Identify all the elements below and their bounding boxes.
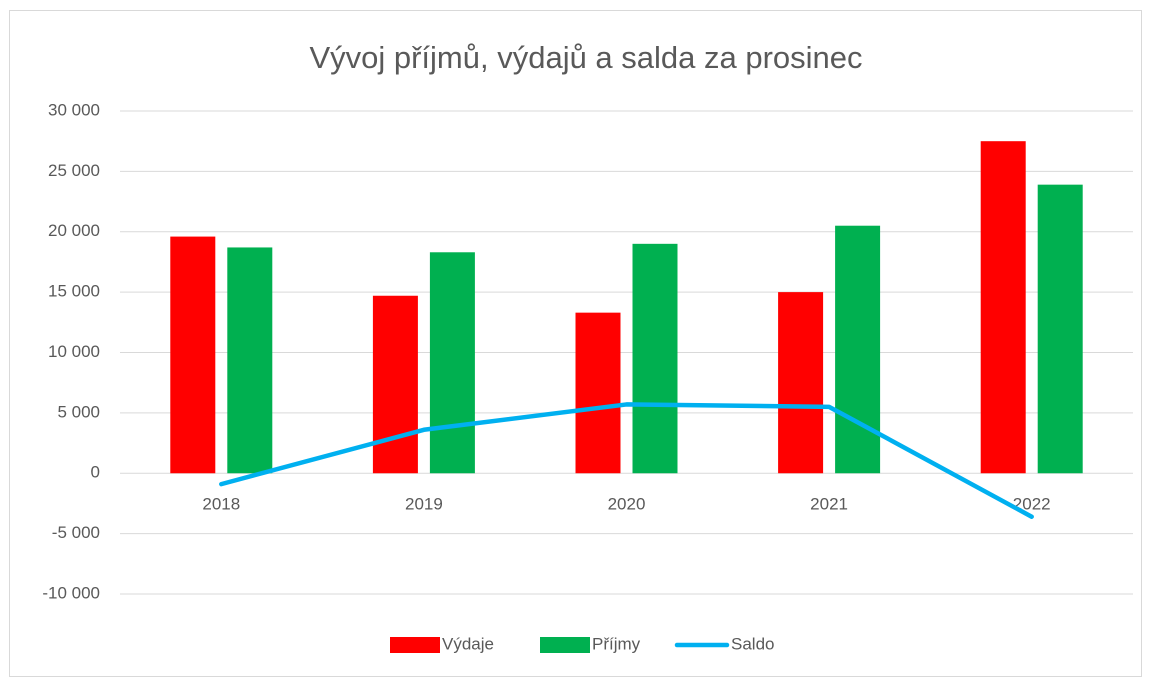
- bar: [575, 312, 621, 474]
- bar: [835, 225, 881, 474]
- y-tick-label: 30 000: [48, 100, 100, 119]
- line: [219, 402, 1034, 519]
- legend-label: Saldo: [731, 634, 774, 653]
- y-tick-label: 0: [91, 463, 100, 482]
- x-tick-label: 2019: [405, 495, 443, 514]
- bar: [632, 243, 678, 474]
- chart-title: Vývoj příjmů, výdajů a salda za prosinec: [309, 40, 862, 75]
- x-tick-label: 2021: [810, 495, 848, 514]
- x-tick-label: 2022: [1013, 495, 1051, 514]
- bar: [372, 295, 418, 474]
- y-tick-label: 20 000: [48, 221, 100, 240]
- y-tick-label: -10 000: [42, 583, 100, 602]
- y-tick-label: 25 000: [48, 161, 100, 180]
- bar: [778, 292, 824, 474]
- bar: [170, 236, 216, 474]
- bar: [1037, 184, 1083, 474]
- y-tick-label: 15 000: [48, 282, 100, 301]
- y-tick-label: 10 000: [48, 342, 100, 361]
- legend-label: Příjmy: [592, 634, 641, 653]
- legend-swatch: [540, 637, 590, 653]
- y-tick-label: -5 000: [52, 523, 100, 542]
- legend-label: Výdaje: [442, 634, 494, 653]
- x-tick-label: 2018: [202, 495, 240, 514]
- bar: [980, 141, 1026, 474]
- x-tick-label: 2020: [608, 495, 646, 514]
- y-tick-label: 5 000: [57, 402, 100, 421]
- bar: [227, 247, 273, 474]
- bar: [429, 252, 475, 474]
- legend-swatch: [390, 637, 440, 653]
